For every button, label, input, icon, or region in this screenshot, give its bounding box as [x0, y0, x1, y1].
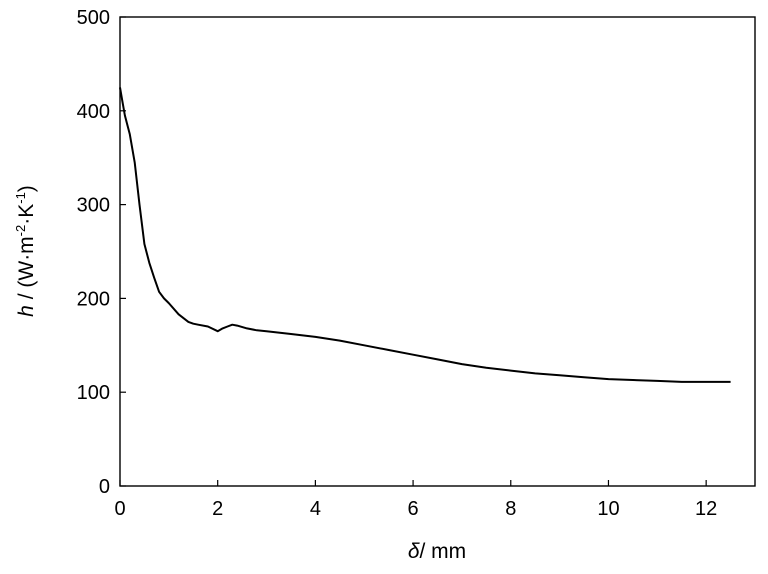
y-axis-mid: ·K [15, 204, 38, 225]
y-axis-exp1: -2 [13, 225, 28, 237]
x-tick-label: 10 [597, 498, 619, 520]
y-tick-label: 500 [77, 7, 110, 29]
y-axis-symbol: h [15, 305, 38, 317]
plot-layer [119, 87, 731, 383]
x-axis-symbol: δ [408, 540, 420, 563]
y-tick-label: 100 [77, 382, 110, 404]
x-tick-label: 8 [505, 498, 516, 520]
plot-frame [119, 16, 756, 487]
x-axis-label: δ/ mm [408, 540, 466, 563]
y-tick-label: 400 [77, 101, 110, 123]
ticks-layer: 0 2 4 6 8 10 12 0 100 200 300 400 500 [77, 7, 718, 520]
x-tick-label: 6 [408, 498, 419, 520]
y-axis-close: ) [15, 185, 38, 192]
y-tick-label: 300 [77, 195, 110, 217]
y-axis-exp2: -1 [13, 192, 28, 204]
y-axis-sep: / (W·m [15, 236, 38, 305]
y-tick-label: 200 [77, 288, 110, 310]
series-line [119, 87, 731, 383]
y-tick-label: 0 [99, 476, 110, 498]
x-tick-label: 4 [310, 498, 321, 520]
x-tick-label: 2 [212, 498, 223, 520]
x-tick-label: 12 [695, 498, 717, 520]
x-tick-label: 0 [114, 498, 125, 520]
x-axis-unit: / mm [420, 540, 467, 563]
y-axis-label: h / (W·m-2·K-1) [13, 185, 38, 317]
